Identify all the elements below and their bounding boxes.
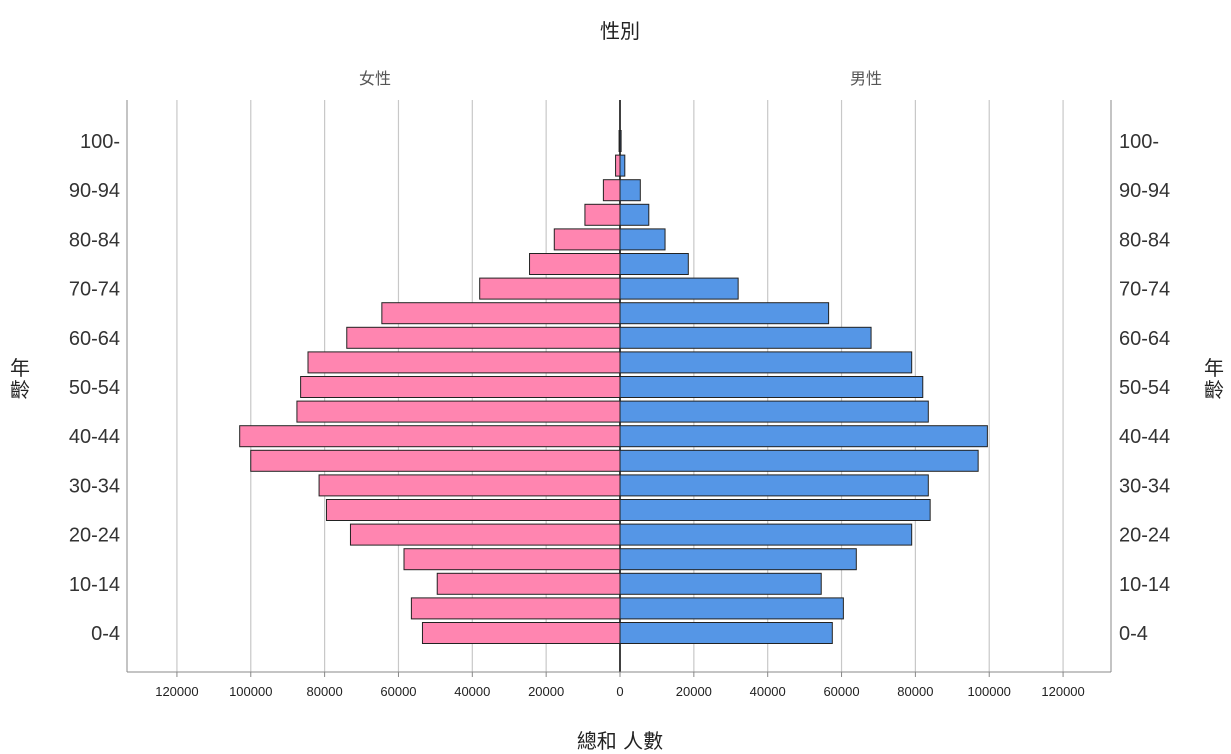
category-label-right: 100- bbox=[1119, 131, 1159, 153]
x-tick-label: 100000 bbox=[229, 684, 272, 699]
bar-female-35-39 bbox=[250, 449, 621, 472]
x-tick-label: 120000 bbox=[155, 684, 198, 699]
category-label-right: 70-74 bbox=[1119, 279, 1170, 301]
x-tick-label: 0 bbox=[616, 684, 623, 699]
bar-female-0-4 bbox=[421, 622, 621, 644]
bar-female-95-99 bbox=[615, 154, 621, 177]
chart-title: 性別 bbox=[600, 19, 640, 43]
x-tick-label: 60000 bbox=[823, 684, 859, 699]
bar-male-85-89 bbox=[619, 203, 650, 226]
bar-male-50-54 bbox=[619, 376, 924, 398]
category-label-left: 0-4 bbox=[91, 623, 120, 645]
category-label-left: 70-74 bbox=[69, 279, 120, 301]
bar-male-95-99 bbox=[619, 154, 626, 177]
bar-female-20-24 bbox=[349, 523, 621, 546]
bar-female-65-69 bbox=[381, 302, 621, 325]
bar-female-80-84 bbox=[553, 228, 621, 251]
category-label-left: 10-14 bbox=[69, 574, 120, 596]
category-label-left: 100- bbox=[80, 131, 120, 153]
bar-female-55-59 bbox=[307, 351, 621, 374]
x-tick-label: 100000 bbox=[968, 684, 1011, 699]
bar-female-85-89 bbox=[584, 203, 621, 226]
bar-male-10-14 bbox=[619, 572, 822, 595]
bars bbox=[239, 130, 988, 644]
bar-female-40-44 bbox=[239, 425, 621, 448]
bar-female-60-64 bbox=[346, 326, 621, 349]
y-axis-label-left: 年齡 bbox=[10, 356, 30, 402]
bar-male-75-79 bbox=[619, 253, 689, 275]
category-label-right: 40-44 bbox=[1119, 426, 1170, 448]
category-label-right: 80-84 bbox=[1119, 229, 1170, 251]
panel-label-male: 男性 bbox=[850, 69, 882, 88]
bar-female-5-9 bbox=[410, 597, 621, 620]
x-tick-label: 80000 bbox=[307, 684, 343, 699]
axis-frame bbox=[126, 100, 1112, 677]
x-tick-label: 40000 bbox=[750, 684, 786, 699]
category-label-right: 90-94 bbox=[1119, 180, 1170, 202]
bar-male-40-44 bbox=[619, 425, 988, 448]
x-tick-label: 120000 bbox=[1041, 684, 1084, 699]
bar-male-5-9 bbox=[619, 597, 844, 620]
y-axis-label-right: 年齡 bbox=[1204, 356, 1224, 402]
x-tick-label: 40000 bbox=[454, 684, 490, 699]
bar-female-70-74 bbox=[479, 277, 621, 300]
category-label-right: 50-54 bbox=[1119, 377, 1170, 399]
x-axis-label: 總和 人數 bbox=[577, 729, 663, 753]
category-label-right: 0-4 bbox=[1119, 623, 1148, 645]
bar-male-80-84 bbox=[619, 228, 666, 251]
category-label-left: 50-54 bbox=[69, 377, 120, 399]
y-axis-labels: 年齡 年齡 bbox=[10, 356, 1224, 402]
bar-male-15-19 bbox=[619, 548, 857, 571]
category-label-left: 80-84 bbox=[69, 229, 120, 251]
category-label-right: 30-34 bbox=[1119, 475, 1170, 497]
bar-male-65-69 bbox=[619, 302, 830, 325]
category-label-left: 60-64 bbox=[69, 328, 120, 350]
bar-female-45-49 bbox=[296, 400, 621, 423]
category-labels: 0-4 0-4 10-14 10-14 20-24 20-24 30-34 30-34 40-4… bbox=[69, 131, 1170, 645]
bar-female-50-54 bbox=[300, 376, 621, 398]
category-label-left: 40-44 bbox=[69, 426, 120, 448]
bar-female-90-94 bbox=[602, 179, 621, 202]
bar-male-60-64 bbox=[619, 326, 872, 349]
category-label-left: 20-24 bbox=[69, 525, 120, 547]
category-label-right: 10-14 bbox=[1119, 574, 1170, 596]
category-label-left: 30-34 bbox=[69, 475, 120, 497]
bar-male-100- bbox=[619, 130, 622, 152]
bar-male-90-94 bbox=[619, 179, 641, 202]
x-tick-label: 60000 bbox=[380, 684, 416, 699]
bar-male-0-4 bbox=[619, 622, 833, 644]
category-label-right: 20-24 bbox=[1119, 525, 1170, 547]
x-tick-label: 20000 bbox=[528, 684, 564, 699]
x-tick-labels: 0 20000 20000 40000 40000 60000 60000 80000 8000… bbox=[155, 684, 1085, 699]
category-label-right: 60-64 bbox=[1119, 328, 1170, 350]
panel-label-female: 女性 bbox=[359, 69, 391, 88]
bar-male-20-24 bbox=[619, 523, 913, 546]
bar-male-25-29 bbox=[619, 499, 931, 521]
bar-male-70-74 bbox=[619, 277, 739, 300]
x-tick-label: 80000 bbox=[897, 684, 933, 699]
x-tick-label: 20000 bbox=[676, 684, 712, 699]
bar-female-15-19 bbox=[403, 548, 621, 571]
bar-female-75-79 bbox=[529, 253, 621, 275]
bar-male-35-39 bbox=[619, 449, 979, 472]
bar-male-45-49 bbox=[619, 400, 929, 423]
bar-male-55-59 bbox=[619, 351, 913, 374]
bar-male-30-34 bbox=[619, 474, 929, 497]
bar-female-10-14 bbox=[436, 572, 621, 595]
category-label-left: 90-94 bbox=[69, 180, 120, 202]
bar-female-25-29 bbox=[325, 499, 621, 521]
bar-female-30-34 bbox=[318, 474, 621, 497]
